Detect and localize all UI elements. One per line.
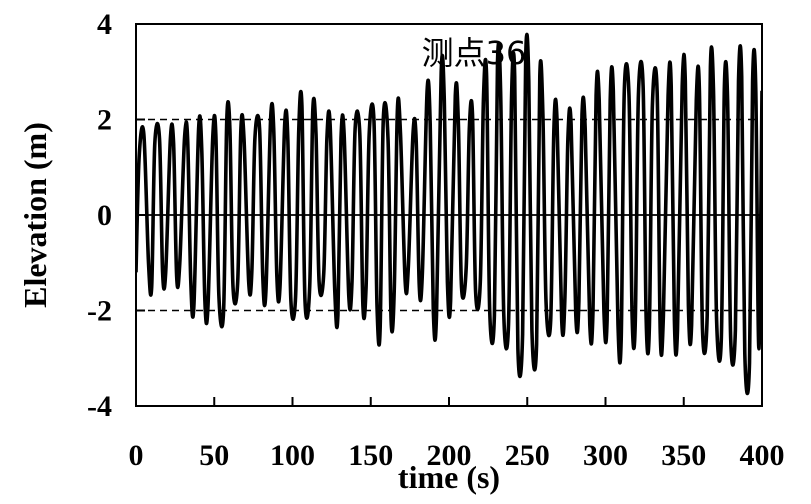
x-axis-label: time (s) [398, 459, 500, 495]
x-tick-label-0: 0 [129, 439, 144, 472]
y-tick-label-0: 4 [97, 8, 112, 41]
y-tick-label-1: 2 [97, 104, 112, 137]
y-tick-label-2: 0 [97, 199, 112, 232]
x-axis-ticks [135, 397, 763, 406]
x-tick-label-2: 100 [270, 439, 315, 472]
x-tick-label-3: 150 [348, 439, 393, 472]
x-tick-label-8: 400 [740, 439, 785, 472]
y-axis-label: Elevation (m) [17, 122, 53, 308]
x-tick-label-4: 200 [427, 439, 472, 472]
x-axis-tick-labels: 0 50 100 150 200 250 300 350 400 [129, 439, 785, 472]
chart-title: 测点36 [422, 34, 527, 72]
series-line-elevation [136, 32, 762, 396]
y-tick-label-4: -4 [87, 390, 112, 423]
x-tick-label-5: 250 [505, 439, 550, 472]
x-tick-label-1: 50 [199, 439, 229, 472]
x-tick-label-6: 300 [583, 439, 628, 472]
y-axis-tick-labels: 4 2 0 -2 -4 [87, 8, 112, 423]
x-tick-label-7: 350 [661, 439, 706, 472]
y-tick-label-3: -2 [87, 295, 112, 328]
